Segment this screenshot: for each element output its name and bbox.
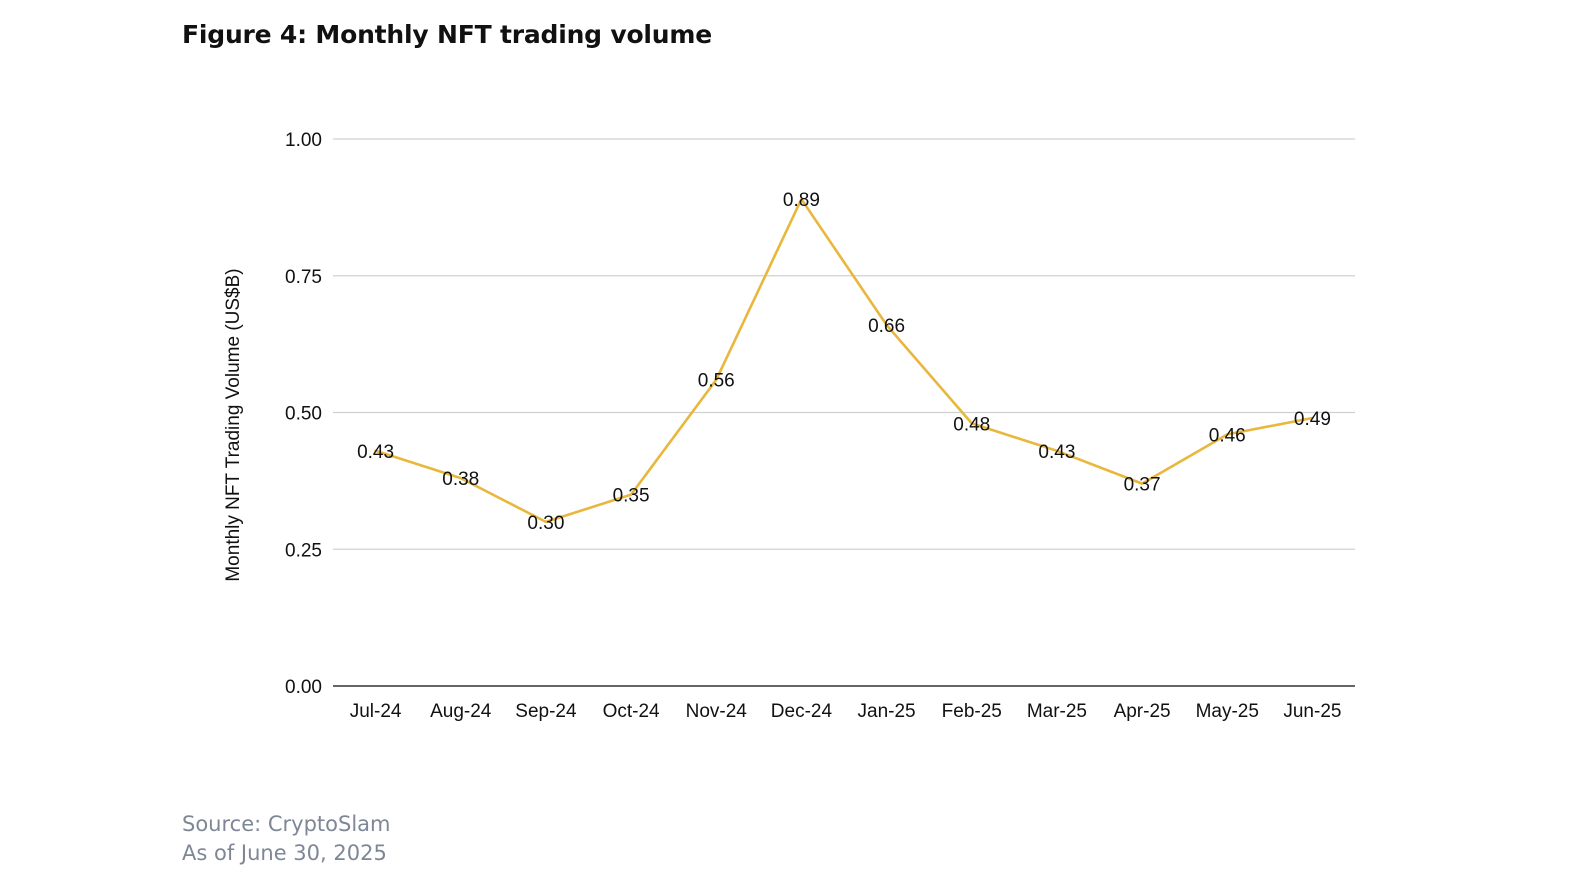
y-tick-label: 0.75 [285, 267, 322, 288]
y-tick-label: 0.50 [285, 404, 322, 425]
figure-title: Figure 4: Monthly NFT trading volume [182, 20, 713, 49]
data-label: 0.30 [527, 513, 564, 534]
y-tick-label: 1.00 [285, 130, 322, 151]
y-tick-label: 0.25 [285, 540, 322, 561]
as-of-date: As of June 30, 2025 [182, 841, 387, 865]
y-axis-title: Monthly NFT Trading Volume (US$B) [223, 268, 244, 581]
x-tick-label: Sep-24 [515, 701, 577, 722]
x-tick-label: Jun-25 [1283, 701, 1341, 722]
source-note: Source: CryptoSlam As of June 30, 2025 [182, 810, 391, 868]
source-text: Source: CryptoSlam [182, 812, 391, 836]
data-label: 0.35 [613, 486, 650, 507]
data-label: 0.43 [357, 442, 394, 463]
x-tick-label: Mar-25 [1027, 701, 1087, 722]
x-tick-label: Dec-24 [771, 701, 833, 722]
x-axis-ticks: Jul-24 Aug-24 Sep-24 Oct-24 Nov-24 Dec-24 Jan-… [350, 701, 1342, 722]
data-label: 0.37 [1124, 475, 1161, 496]
data-label: 0.89 [783, 190, 820, 211]
series-line-layer [374, 197, 1314, 524]
x-tick-label: Aug-24 [430, 701, 492, 722]
y-tick-label: 0.00 [285, 677, 322, 698]
x-tick-label: May-25 [1196, 701, 1259, 722]
y-axis-ticks: 0.00 0.25 0.50 0.75 1.00 [285, 130, 322, 698]
data-label: 0.48 [953, 414, 990, 435]
data-label: 0.49 [1294, 409, 1331, 430]
data-labels: 0.43 0.38 0.30 0.35 0.56 0.89 0.66 0.48 0.43 0.37… [357, 190, 1331, 534]
x-tick-label: Jul-24 [350, 701, 402, 722]
x-tick-label: Jan-25 [858, 701, 916, 722]
data-label: 0.46 [1209, 425, 1246, 446]
data-label: 0.56 [698, 371, 735, 392]
data-label: 0.66 [868, 316, 905, 337]
data-label: 0.38 [442, 469, 479, 490]
x-tick-label: Feb-25 [942, 701, 1002, 722]
x-tick-label: Oct-24 [603, 701, 660, 722]
data-label: 0.43 [1038, 442, 1075, 463]
x-tick-label: Apr-25 [1114, 701, 1171, 722]
series-line [374, 197, 1314, 524]
gridlines [333, 138, 1355, 687]
x-tick-label: Nov-24 [686, 701, 748, 722]
